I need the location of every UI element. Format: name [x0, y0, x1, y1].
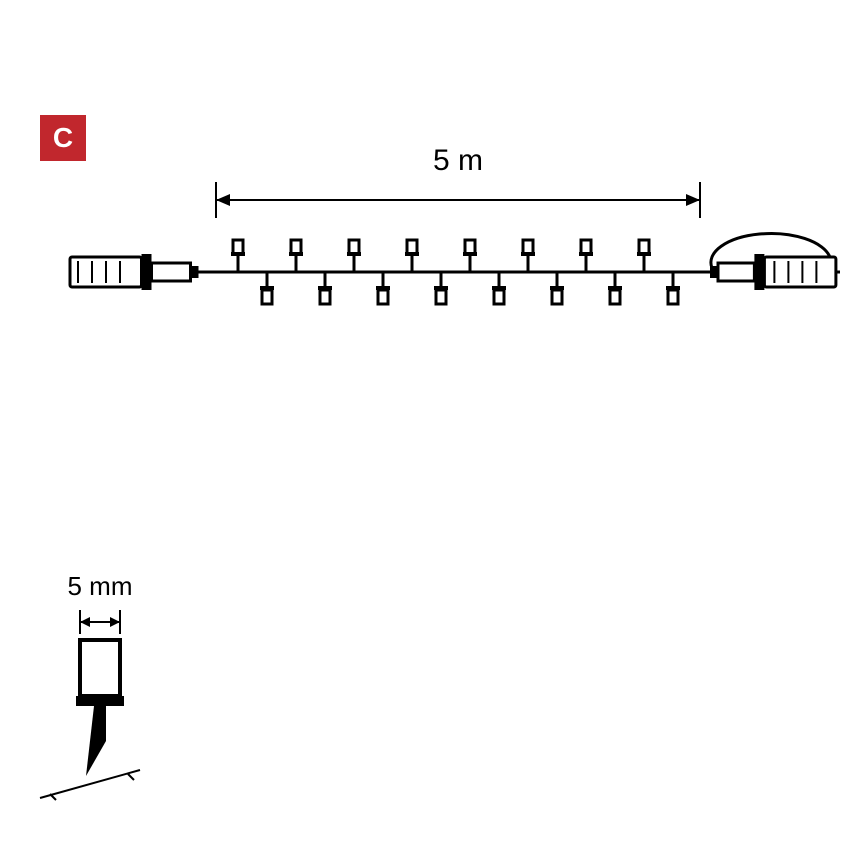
- badge-label: C: [53, 122, 73, 154]
- length-label: 5 m: [433, 144, 483, 177]
- bulb-width-label: 5 mm: [68, 571, 133, 601]
- category-badge: C: [40, 115, 86, 161]
- diagram-canvas: 5 m 5 mm: [0, 0, 868, 868]
